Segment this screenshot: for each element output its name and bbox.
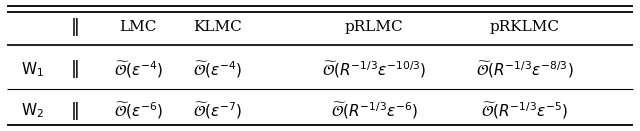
Text: $\|$: $\|$ [70,58,79,80]
Text: $\widetilde{\mathcal{O}}(\varepsilon^{-4})$: $\widetilde{\mathcal{O}}(\varepsilon^{-4… [193,59,243,80]
Text: $\|$: $\|$ [70,100,79,122]
Text: $\mathrm{W}_1$: $\mathrm{W}_1$ [21,60,44,79]
Text: $\mathrm{W}_2$: $\mathrm{W}_2$ [21,102,44,120]
Text: KLMC: KLMC [193,20,242,34]
Text: $\widetilde{\mathcal{O}}(\varepsilon^{-6})$: $\widetilde{\mathcal{O}}(\varepsilon^{-6… [113,100,163,121]
Text: pRLMC: pRLMC [345,20,404,34]
Text: pRKLMC: pRKLMC [490,20,559,34]
Text: $\widetilde{\mathcal{O}}(R^{-1/3}\varepsilon^{-5})$: $\widetilde{\mathcal{O}}(R^{-1/3}\vareps… [481,100,568,121]
Text: $\widetilde{\mathcal{O}}(R^{-1/3}\varepsilon^{-6})$: $\widetilde{\mathcal{O}}(R^{-1/3}\vareps… [331,100,418,121]
Text: $\|$: $\|$ [70,16,79,38]
Text: $\widetilde{\mathcal{O}}(\varepsilon^{-4})$: $\widetilde{\mathcal{O}}(\varepsilon^{-4… [113,59,163,80]
Text: $\widetilde{\mathcal{O}}(R^{-1/3}\varepsilon^{-10/3})$: $\widetilde{\mathcal{O}}(R^{-1/3}\vareps… [322,59,426,80]
Text: $\widetilde{\mathcal{O}}(R^{-1/3}\varepsilon^{-8/3})$: $\widetilde{\mathcal{O}}(R^{-1/3}\vareps… [476,59,573,80]
Text: LMC: LMC [119,20,157,34]
Text: $\widetilde{\mathcal{O}}(\varepsilon^{-7})$: $\widetilde{\mathcal{O}}(\varepsilon^{-7… [193,100,243,121]
